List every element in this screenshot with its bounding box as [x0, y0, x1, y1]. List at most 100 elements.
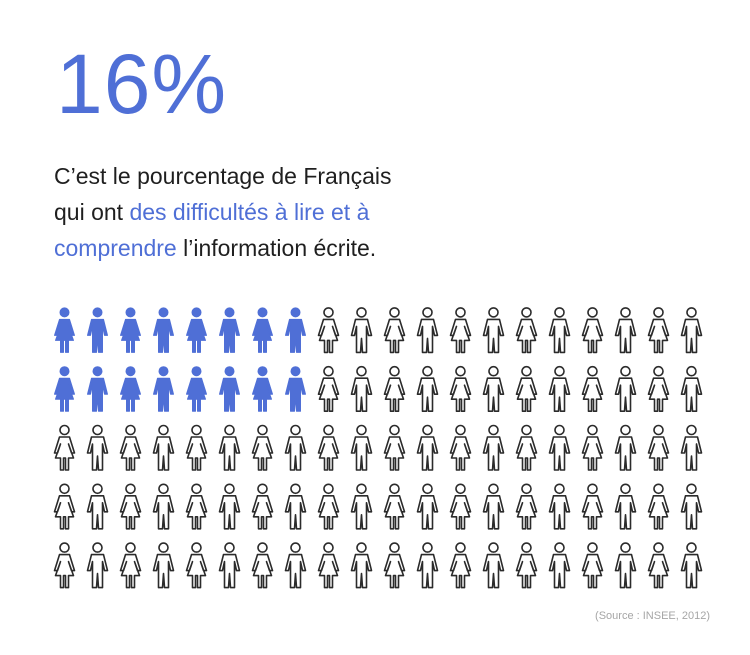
woman-icon — [317, 307, 340, 354]
woman-icon — [449, 483, 472, 530]
man-icon — [548, 542, 571, 589]
headline-line-3-accent: comprendre — [54, 235, 177, 261]
man-icon — [152, 424, 175, 471]
man-icon — [350, 542, 373, 589]
man-icon — [350, 307, 373, 354]
woman-icon — [185, 542, 208, 589]
man-icon — [218, 483, 241, 530]
woman-icon — [647, 542, 670, 589]
woman-icon — [119, 542, 142, 589]
highlighted-woman-icon — [252, 366, 273, 412]
man-icon — [614, 365, 637, 412]
woman-icon — [119, 483, 142, 530]
man-icon — [680, 307, 703, 354]
woman-icon — [515, 483, 538, 530]
man-icon — [218, 424, 241, 471]
highlighted-man-icon — [87, 307, 108, 353]
man-icon — [482, 542, 505, 589]
woman-icon — [317, 542, 340, 589]
woman-icon — [647, 424, 670, 471]
woman-icon — [515, 542, 538, 589]
highlighted-man-icon — [153, 307, 174, 353]
woman-icon — [647, 307, 670, 354]
highlighted-woman-icon — [54, 307, 75, 353]
woman-icon — [251, 542, 274, 589]
highlighted-man-icon — [285, 366, 306, 412]
man-icon — [548, 365, 571, 412]
headline-line-3-plain: l’information écrite. — [176, 235, 377, 261]
headline-line-2-plain: qui ont — [54, 199, 130, 225]
man-icon — [86, 542, 109, 589]
man-icon — [614, 307, 637, 354]
man-icon — [482, 365, 505, 412]
man-icon — [350, 365, 373, 412]
man-icon — [416, 365, 439, 412]
man-icon — [86, 424, 109, 471]
man-icon — [350, 483, 373, 530]
man-icon — [482, 307, 505, 354]
woman-icon — [515, 424, 538, 471]
people-pictogram — [53, 307, 703, 589]
man-icon — [548, 483, 571, 530]
woman-icon — [53, 483, 76, 530]
highlighted-woman-icon — [186, 366, 207, 412]
woman-icon — [317, 424, 340, 471]
woman-icon — [185, 483, 208, 530]
man-icon — [218, 542, 241, 589]
woman-icon — [581, 424, 604, 471]
highlighted-man-icon — [153, 366, 174, 412]
man-icon — [86, 483, 109, 530]
highlighted-woman-icon — [186, 307, 207, 353]
highlighted-man-icon — [285, 307, 306, 353]
woman-icon — [647, 365, 670, 412]
woman-icon — [251, 424, 274, 471]
woman-icon — [449, 542, 472, 589]
headline-line-2: qui ont des difficultés à lire et à — [54, 194, 474, 230]
man-icon — [614, 483, 637, 530]
woman-icon — [449, 365, 472, 412]
man-icon — [152, 542, 175, 589]
man-icon — [548, 307, 571, 354]
man-icon — [614, 424, 637, 471]
woman-icon — [449, 307, 472, 354]
woman-icon — [515, 307, 538, 354]
highlighted-woman-icon — [120, 366, 141, 412]
man-icon — [416, 483, 439, 530]
woman-icon — [53, 542, 76, 589]
man-icon — [284, 483, 307, 530]
woman-icon — [317, 483, 340, 530]
woman-icon — [383, 542, 406, 589]
man-icon — [680, 483, 703, 530]
woman-icon — [383, 307, 406, 354]
man-icon — [416, 307, 439, 354]
man-icon — [614, 542, 637, 589]
woman-icon — [581, 542, 604, 589]
woman-icon — [647, 483, 670, 530]
man-icon — [680, 542, 703, 589]
woman-icon — [449, 424, 472, 471]
woman-icon — [185, 424, 208, 471]
man-icon — [482, 424, 505, 471]
man-icon — [548, 424, 571, 471]
woman-icon — [383, 424, 406, 471]
man-icon — [482, 483, 505, 530]
highlighted-man-icon — [219, 366, 240, 412]
woman-icon — [581, 483, 604, 530]
big-stat-value: 16% — [56, 37, 228, 131]
woman-icon — [581, 365, 604, 412]
man-icon — [680, 365, 703, 412]
highlighted-woman-icon — [120, 307, 141, 353]
headline: C’est le pourcentage de Français qui ont… — [54, 158, 474, 266]
man-icon — [284, 542, 307, 589]
headline-line-3: comprendre l’information écrite. — [54, 230, 474, 266]
woman-icon — [383, 365, 406, 412]
woman-icon — [383, 483, 406, 530]
headline-line-1: C’est le pourcentage de Français — [54, 163, 392, 189]
woman-icon — [251, 483, 274, 530]
highlighted-woman-icon — [54, 366, 75, 412]
highlighted-woman-icon — [252, 307, 273, 353]
highlighted-man-icon — [87, 366, 108, 412]
man-icon — [350, 424, 373, 471]
man-icon — [152, 483, 175, 530]
man-icon — [284, 424, 307, 471]
